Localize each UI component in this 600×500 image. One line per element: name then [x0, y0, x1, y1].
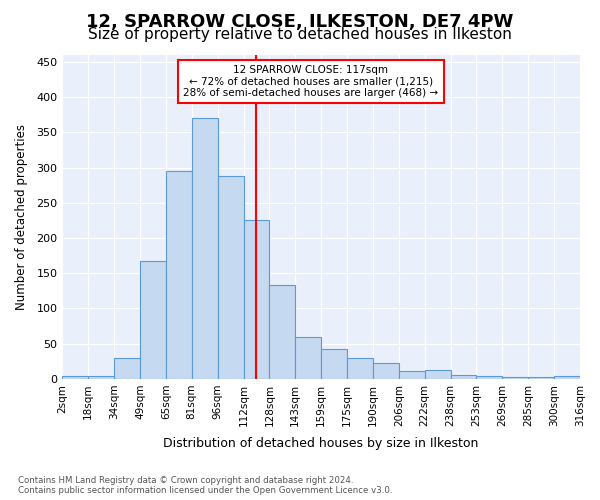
Bar [373, 362, 399, 379]
Text: 12 SPARROW CLOSE: 117sqm
← 72% of detached houses are smaller (1,215)
28% of sem: 12 SPARROW CLOSE: 117sqm ← 72% of detach… [183, 64, 439, 98]
Bar [244, 220, 269, 379]
Y-axis label: Number of detached properties: Number of detached properties [15, 124, 28, 310]
Bar [295, 336, 321, 379]
Bar [476, 376, 502, 379]
Bar [62, 376, 88, 379]
Bar [451, 374, 476, 379]
Text: Size of property relative to detached houses in Ilkeston: Size of property relative to detached ho… [88, 28, 512, 42]
Bar [218, 176, 244, 379]
Bar [554, 376, 580, 379]
Bar [347, 358, 373, 379]
Bar [528, 377, 554, 379]
Text: 12, SPARROW CLOSE, ILKESTON, DE7 4PW: 12, SPARROW CLOSE, ILKESTON, DE7 4PW [86, 12, 514, 30]
Bar [269, 284, 295, 379]
Bar [140, 260, 166, 379]
Bar [321, 348, 347, 379]
X-axis label: Distribution of detached houses by size in Ilkeston: Distribution of detached houses by size … [163, 437, 479, 450]
Bar [502, 377, 528, 379]
Bar [166, 171, 192, 379]
Bar [88, 376, 114, 379]
Bar [192, 118, 218, 379]
Bar [425, 370, 451, 379]
Bar [114, 358, 140, 379]
Text: Contains HM Land Registry data © Crown copyright and database right 2024.
Contai: Contains HM Land Registry data © Crown c… [18, 476, 392, 495]
Bar [399, 371, 425, 379]
